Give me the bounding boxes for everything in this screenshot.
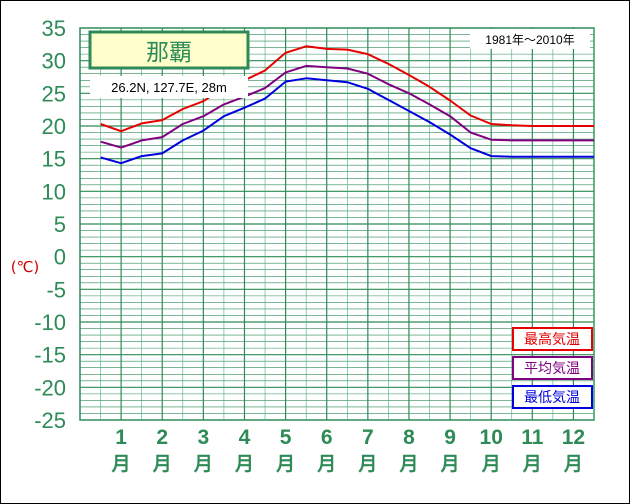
y-tick-label: -20	[34, 375, 66, 400]
y-tick-label: 0	[54, 245, 66, 270]
x-tick-month-suffix: 月	[481, 453, 501, 475]
x-tick-month-number: 7	[362, 426, 374, 449]
y-tick-label: 10	[42, 179, 66, 204]
y-tick-label: 20	[42, 114, 66, 139]
y-tick-label: 25	[42, 81, 66, 106]
legend-item-box	[512, 327, 593, 351]
x-tick-month-number: 6	[321, 426, 333, 449]
station-name: 那覇	[146, 40, 192, 66]
x-tick-month-number: 3	[198, 426, 210, 449]
series-line	[100, 64, 594, 149]
x-tick-month-number: 4	[239, 426, 251, 449]
y-tick-label: -15	[34, 343, 66, 368]
y-tick-label: 15	[42, 147, 66, 172]
x-tick-month-suffix: 月	[111, 453, 131, 475]
station-coords: 26.2N, 127.7E, 28m	[111, 80, 227, 95]
series-line	[100, 45, 594, 133]
series-line	[100, 77, 594, 165]
x-tick-month-suffix: 月	[398, 453, 418, 475]
y-tick-label: -5	[46, 277, 66, 302]
x-tick-month-number: 9	[444, 426, 456, 449]
y-tick-label: 30	[42, 49, 66, 74]
x-tick-month-suffix: 月	[193, 453, 213, 475]
period-label: 1981年〜2010年	[485, 33, 574, 47]
y-tick-label: -25	[34, 408, 66, 433]
y-tick-label: 5	[54, 212, 66, 237]
legend-item-label: 平均気温	[524, 361, 580, 377]
x-tick-month-number: 11	[521, 426, 544, 449]
x-tick-month-suffix: 月	[522, 453, 542, 475]
x-tick-month-suffix: 月	[152, 453, 172, 475]
y-tick-label: 35	[42, 16, 66, 41]
x-tick-month-number: 8	[403, 426, 415, 449]
coords-box: 26.2N, 127.7E, 28m	[90, 76, 248, 98]
legend-item-box	[512, 356, 593, 380]
x-tick-month-suffix: 月	[440, 453, 460, 475]
period-box: 1981年〜2010年	[470, 29, 590, 49]
series-lines	[100, 45, 594, 165]
x-tick-month-number: 10	[480, 426, 503, 449]
legend-item-label: 最低気温	[524, 390, 580, 406]
station-name-box: 那覇	[88, 30, 250, 70]
unit-label: (℃)	[11, 258, 40, 276]
x-tick-month-suffix: 月	[275, 453, 295, 475]
x-tick-month-suffix: 月	[357, 453, 377, 475]
x-tick-month-suffix: 月	[316, 453, 336, 475]
y-tick-label: -10	[34, 310, 66, 335]
x-tick-month-number: 1	[115, 426, 127, 449]
x-axis: 1 月 2 月 3 月 4 月 5 月 6 月 7 月 8 月 9 月 10 月 11 月 12 月	[111, 426, 586, 475]
x-tick-month-suffix: 月	[234, 453, 254, 475]
x-tick-month-suffix: 月	[563, 453, 583, 475]
x-tick-month-number: 12	[562, 426, 585, 449]
y-axis: 35 30 25 20 15 10 5 0 -5 -10 -15 -20 -25	[34, 16, 66, 433]
legend-item-label: 最高気温	[524, 331, 580, 348]
x-tick-month-number: 5	[280, 426, 292, 449]
legend-item-box	[512, 385, 593, 409]
x-tick-month-number: 2	[156, 426, 168, 449]
